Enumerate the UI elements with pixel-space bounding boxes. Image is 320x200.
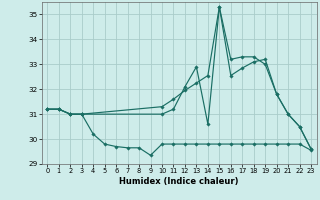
X-axis label: Humidex (Indice chaleur): Humidex (Indice chaleur) [119,177,239,186]
